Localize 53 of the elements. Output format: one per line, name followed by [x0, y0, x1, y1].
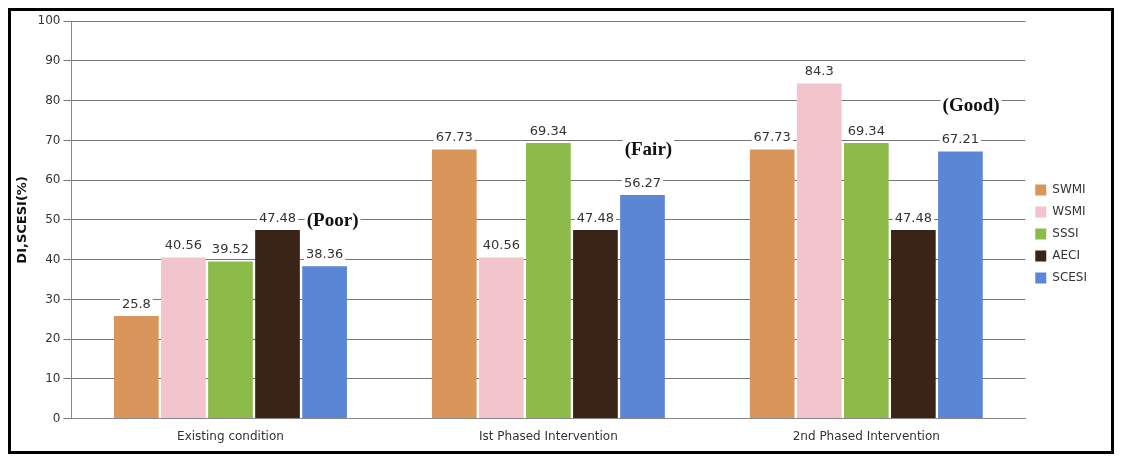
- data-label: 25.8: [121, 295, 151, 311]
- annotation: (Poor): [306, 209, 359, 232]
- bar: [526, 143, 571, 419]
- annotation: (Fair): [624, 137, 673, 160]
- data-label: 38.36: [305, 246, 344, 262]
- y-tick-label: 30: [45, 291, 61, 306]
- y-tick-label: 100: [37, 13, 61, 28]
- bar: [620, 194, 665, 419]
- data-label: 40.56: [482, 237, 520, 253]
- data-label: 69.34: [847, 122, 885, 138]
- data-label: 47.48: [258, 209, 297, 225]
- data-label: 67.73: [435, 129, 473, 145]
- y-tick-label: 70: [45, 132, 61, 147]
- bar: [478, 257, 524, 419]
- bar: [255, 229, 300, 419]
- bar: [573, 229, 618, 419]
- y-tick-label: 60: [45, 172, 61, 187]
- bar: [208, 261, 253, 419]
- y-tick-label: 20: [45, 331, 61, 346]
- bar: [843, 143, 889, 419]
- y-tick-label: 10: [45, 370, 61, 385]
- bar: [749, 149, 795, 419]
- legend-label: SWMI: [1052, 182, 1086, 197]
- data-label: 67.21: [941, 131, 980, 147]
- y-tick-label: 50: [45, 212, 61, 227]
- y-axis-title: DI,SCESI(%): [14, 176, 30, 264]
- legend-label: AECI: [1052, 248, 1080, 263]
- legend-label: WSMI: [1052, 204, 1086, 219]
- legend-label: SCESI: [1052, 270, 1087, 285]
- bar: [891, 229, 936, 419]
- data-label: 40.56: [164, 237, 203, 253]
- y-tick-label: 80: [45, 92, 61, 107]
- data-label: 84.3: [804, 63, 834, 79]
- y-tick-label: 90: [45, 53, 61, 68]
- bar: [938, 151, 983, 419]
- data-label: 67.73: [753, 129, 791, 145]
- bar: [161, 257, 206, 419]
- bar: [114, 316, 159, 419]
- x-tick-label: Existing condition: [177, 428, 284, 443]
- data-label: 39.52: [211, 241, 250, 257]
- bar: [796, 83, 842, 419]
- bar: [302, 266, 347, 419]
- y-tick-label: 0: [52, 410, 61, 425]
- data-label: 47.48: [894, 209, 932, 225]
- x-tick-label: Ist Phased Intervention: [478, 428, 618, 443]
- bar: [431, 149, 477, 419]
- data-label: 47.48: [576, 209, 615, 225]
- annotation: (Good): [942, 94, 1000, 117]
- legend-label: SSSI: [1052, 226, 1079, 241]
- data-label: 56.27: [623, 174, 662, 190]
- data-label: 69.34: [529, 122, 567, 138]
- x-tick-label: 2nd Phased Intervention: [792, 428, 940, 443]
- y-tick-label: 40: [45, 251, 61, 266]
